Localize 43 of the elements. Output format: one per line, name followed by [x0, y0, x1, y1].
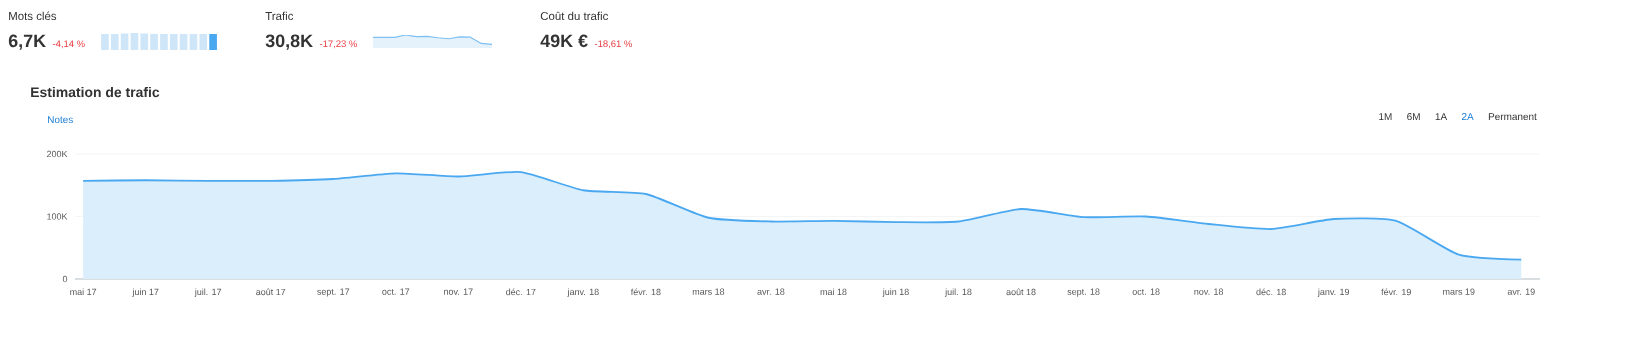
text: 49K € — [540, 34, 588, 48]
x-tick-label: sept. 18 — [1067, 288, 1100, 297]
x-tick-label: août 17 — [256, 288, 286, 296]
x-tick-label: déc. 18 — [1256, 288, 1286, 296]
x-tick-label: oct. 18 — [1132, 288, 1160, 295]
x-tick-label: déc. 17 — [506, 288, 536, 296]
x-tick-label: oct. 17 — [382, 288, 410, 295]
x-tick-label: juin 17 — [132, 288, 159, 297]
y-tick-label: 200K — [47, 150, 68, 158]
text: -4,14 % — [52, 40, 85, 49]
x-tick-label: nov. 18 — [1194, 288, 1224, 295]
x-tick-label: juil. 17 — [194, 288, 222, 297]
text: 6,7K — [8, 34, 46, 50]
text: 6M — [1407, 113, 1420, 121]
chart-title: Estimation de trafic — [31, 86, 160, 98]
y-tick-label: 100K — [47, 213, 68, 220]
x-tick-label: nov. 17 — [444, 288, 473, 295]
x-tick-label: juil. 18 — [944, 288, 972, 297]
chart-title: Mots clés — [9, 11, 57, 21]
text: Permanent — [1488, 113, 1537, 121]
x-tick-label: févr. 19 — [1381, 288, 1411, 296]
text: 1A — [1435, 113, 1448, 120]
x-tick-label: mai 18 — [820, 288, 847, 296]
x-tick-label: août 18 — [1006, 288, 1036, 296]
text: Notes — [48, 116, 73, 124]
y-tick-label: 0 — [62, 275, 68, 283]
text: 30,8K — [265, 34, 313, 50]
text: Trafic — [265, 11, 294, 21]
text: Coût du trafic — [540, 11, 609, 21]
x-tick-label: janv. 19 — [1317, 288, 1350, 297]
x-tick-label: janv. 18 — [567, 288, 599, 297]
text: 1M — [1379, 113, 1392, 120]
text: 2A — [1462, 113, 1474, 120]
x-tick-label: juin 18 — [882, 288, 909, 297]
x-tick-label: févr. 18 — [630, 288, 661, 296]
x-tick-label: mars 19 — [1443, 288, 1475, 295]
x-tick-label: avr. 19 — [1507, 288, 1535, 295]
x-tick-label: avr. 18 — [757, 288, 785, 295]
x-tick-label: mai 17 — [70, 288, 97, 296]
text: -18,61 % — [594, 40, 632, 49]
x-tick-label: sept. 17 — [317, 288, 350, 297]
text: -17,23 % — [319, 40, 357, 49]
x-tick-label: mars 18 — [692, 288, 725, 295]
